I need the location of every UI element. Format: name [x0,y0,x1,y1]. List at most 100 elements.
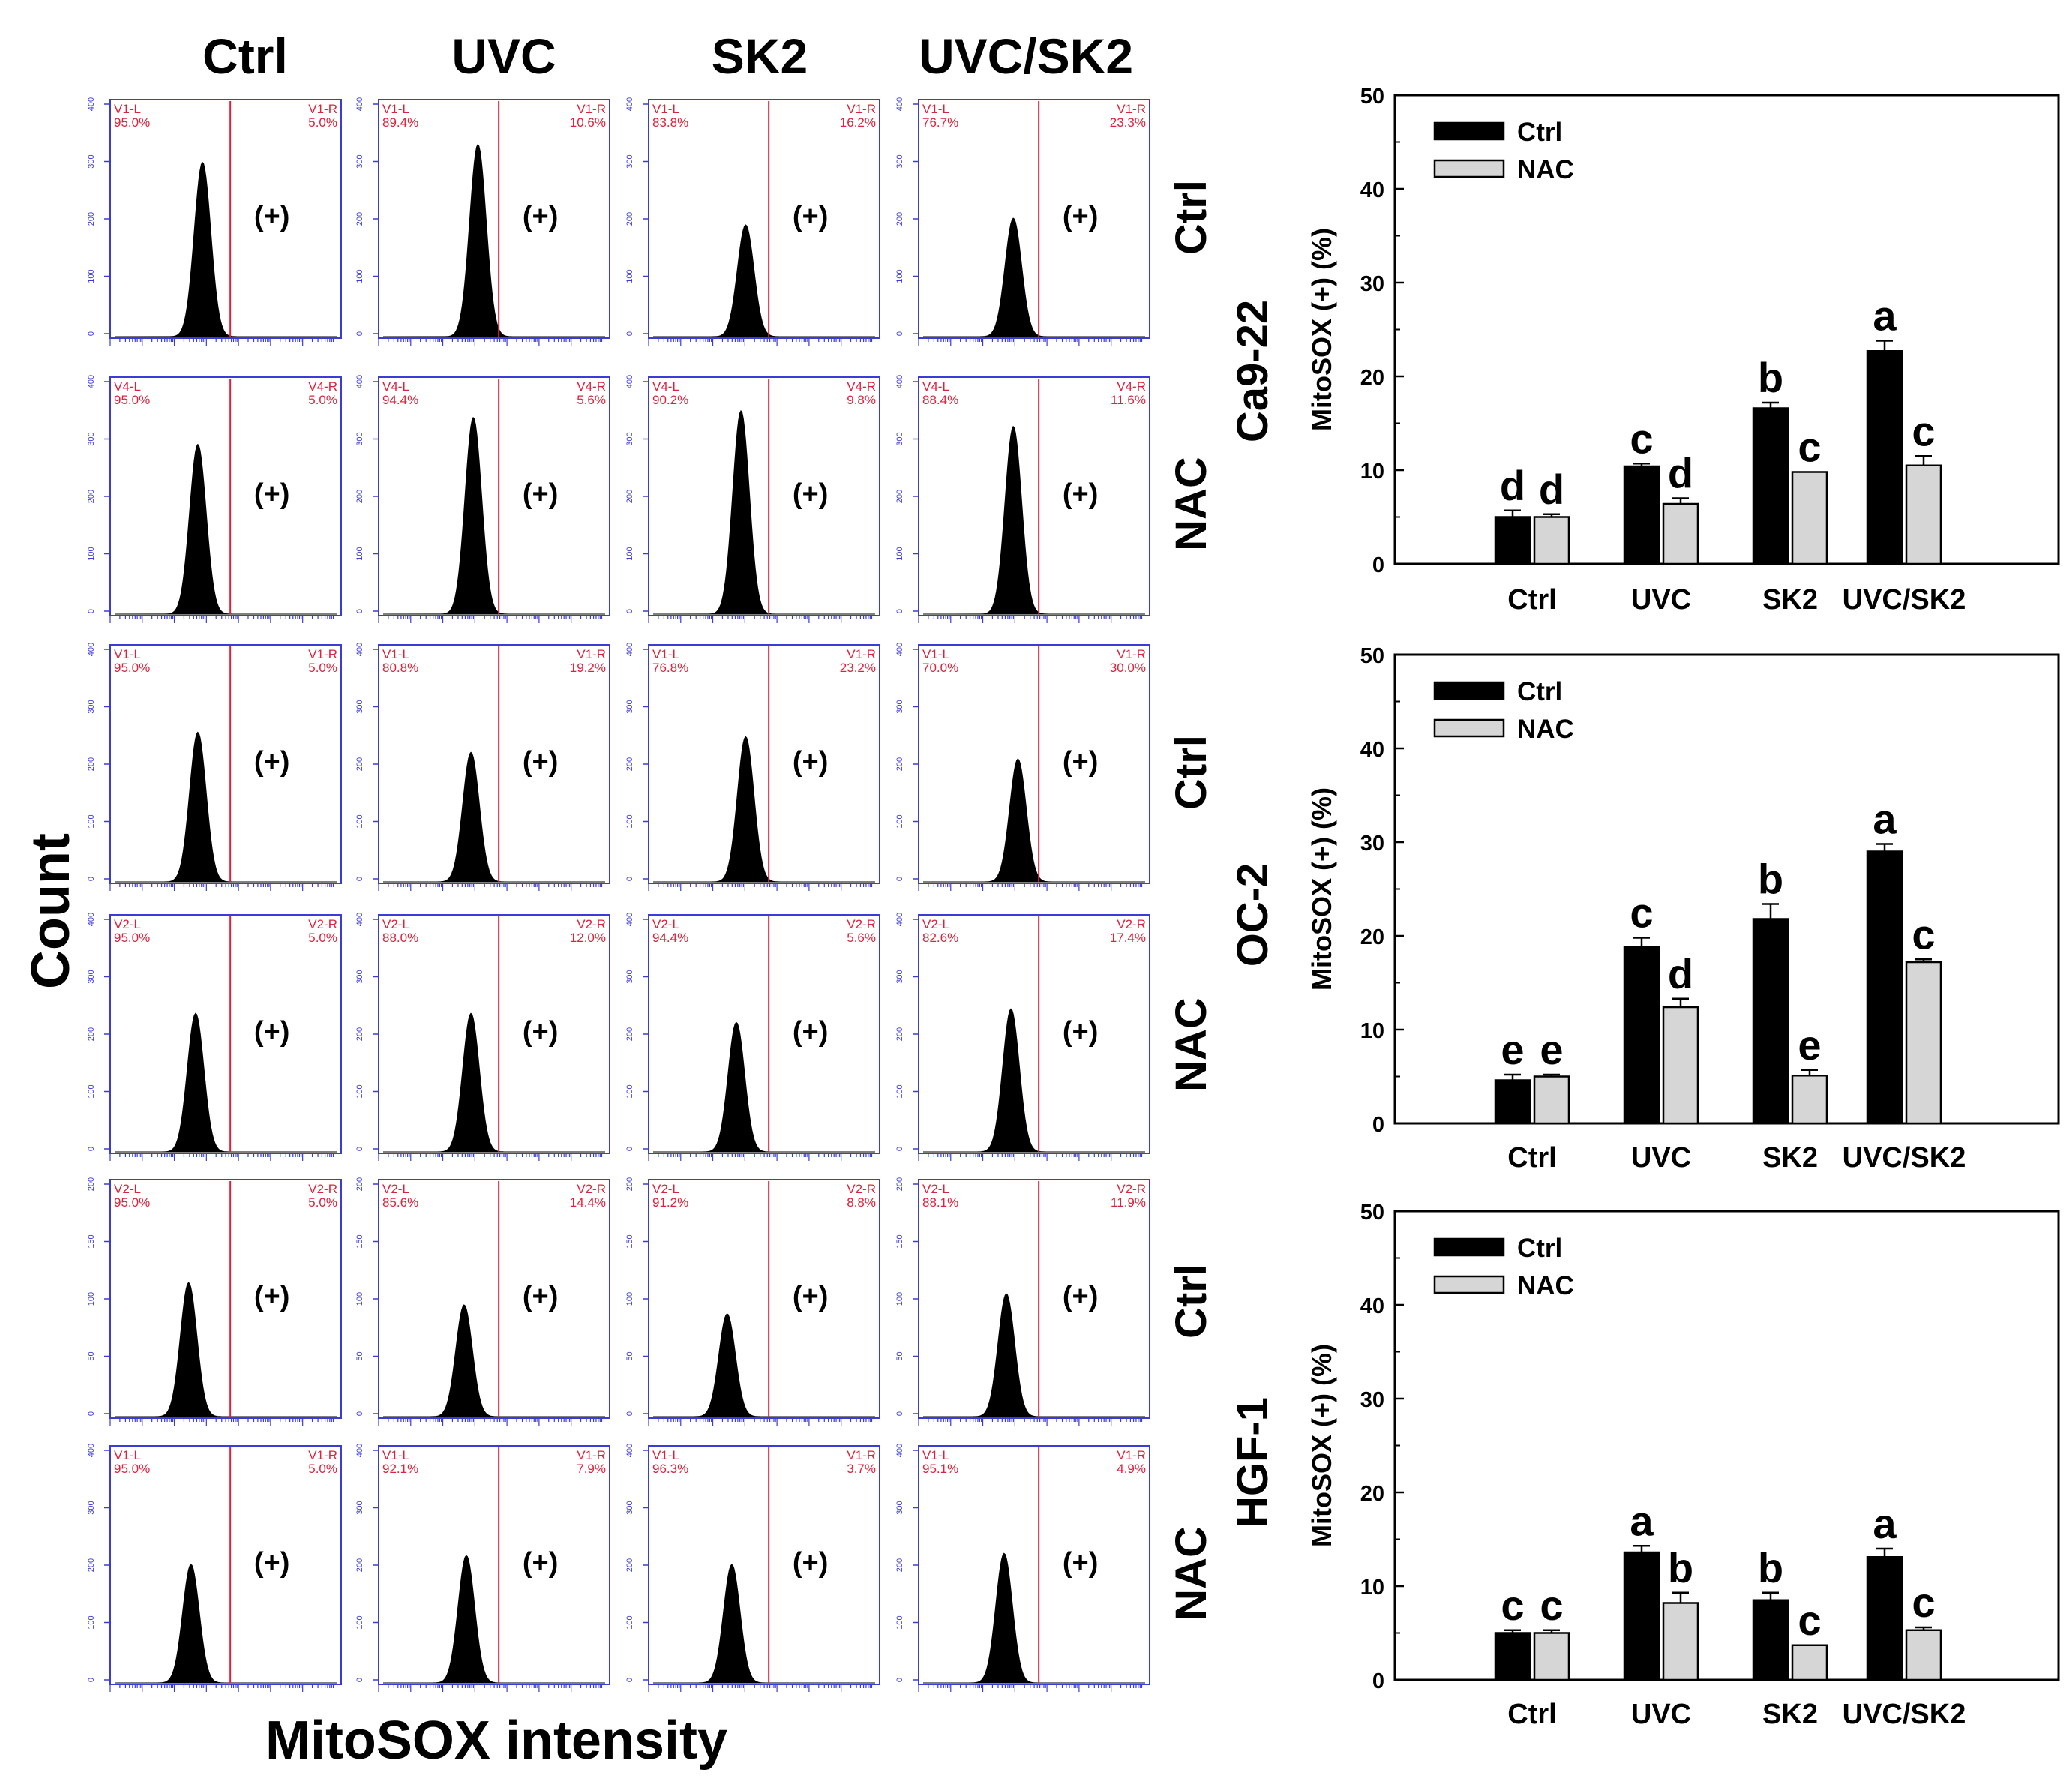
histogram-frame [918,376,1150,616]
positive-gate-marker: (+) [793,1281,829,1312]
gate-right-percent: 5.0% [308,393,337,407]
histogram-y-tick-label: 400 [355,1444,364,1457]
gate-left-percent: 76.7% [922,115,958,130]
histogram-y-tick-label: 400 [895,643,904,656]
histogram-y-tick-label: 0 [895,1678,904,1682]
histogram-panel: 400 300 200 100 0 V4-L94.4% V4-R5.6% (+) [355,375,610,623]
histogram-y-tick-label: 0 [625,877,634,881]
histogram-y-tick-label: 200 [355,212,364,226]
significance-letter: c [1540,1582,1563,1629]
gate-right-percent: 9.8% [847,393,876,407]
histogram-y-tick-label: 150 [895,1234,904,1248]
category-label: Ctrl [1507,1699,1556,1730]
category-label: UVC/SK2 [1843,1142,1966,1174]
gate-left-label: V4-L [114,379,141,394]
gate-left-label: V4-L [922,379,949,394]
bar-ctrl [1752,1599,1789,1681]
gate-right-percent: 5.0% [308,1462,337,1476]
histogram-panel: 400 300 200 100 0 V2-L95.0% V2-R5.0% (+) [87,913,342,1161]
histogram-y-tick-label: 100 [87,814,96,828]
gate-left-label: V2-L [114,917,141,931]
gate-right-percent: 14.4% [570,1195,606,1210]
positive-gate-marker: (+) [254,1281,290,1312]
histogram-panel: 200 150 100 50 0 V2-L91.2% V2-R8.8% (+) [625,1177,880,1426]
histogram-distribution [653,224,875,337]
histogram-y-tick-label: 300 [625,970,634,983]
significance-letter: b [1758,1544,1783,1591]
histogram-y-tick-label: 100 [625,1615,634,1629]
bar-nac [1905,1629,1942,1681]
histogram-distribution [653,736,875,883]
bar-nac [1791,1644,1828,1681]
positive-gate-marker: (+) [523,478,559,510]
histogram-distribution [923,1293,1145,1417]
histogram-y-tick-label: 100 [625,814,634,828]
gate-left-percent: 94.4% [382,393,418,407]
legend-label-nac: NAC [1517,715,1574,744]
cell-line-label-oc-2: OC-2 [1228,863,1277,967]
gate-left-label: V2-L [382,917,409,931]
histogram-frame [378,1445,610,1685]
histogram-distribution [382,143,605,337]
positive-gate-marker: (+) [793,201,829,232]
histogram-y-tick-label: 0 [87,1411,96,1416]
histogram-y-tick-label: 100 [87,269,96,283]
histogram-grid: 4003002001000V1-L95.0%V1-R5.0%(+)4003002… [87,97,1150,1692]
gate-right-percent: 3.7% [847,1462,876,1476]
histogram-frame [648,644,880,884]
histogram-y-tick-label: 400 [895,1444,904,1457]
histogram-frame [378,644,610,884]
legend-label-nac: NAC [1517,155,1574,184]
histogram-y-tick-label: 0 [355,331,364,336]
y-tick-label: 0 [1372,553,1384,577]
bar-ctrl [1494,516,1531,565]
histogram-frame [109,99,342,339]
y-tick-label: 10 [1360,1576,1384,1600]
category-label: UVC/SK2 [1843,1699,1966,1730]
histogram-y-tick-label: 200 [625,1177,634,1191]
positive-gate-marker: (+) [523,201,559,232]
histogram-panel: 200 150 100 50 0 V2-L88.1% V2-R11.9% (+) [895,1177,1150,1426]
histogram-y-tick-label: 100 [87,1292,96,1306]
row-labels: Ctrl NAC Ctrl NAC Ctrl NAC Ca9-22 OC-2 H… [1167,180,1277,1621]
positive-gate-marker: (+) [254,746,290,778]
gate-right-label: V2-R [308,917,337,931]
histogram-y-tick-label: 300 [625,700,634,713]
histogram-y-tick-label: 0 [355,877,364,881]
gate-right-label: V4-R [308,379,337,394]
significance-letter: c [1630,415,1653,462]
histogram-y-tick-label: 300 [625,432,634,445]
histogram-frame [109,914,342,1154]
histogram-y-tick-label: 150 [355,1234,364,1248]
histogram-y-tick-label: 200 [355,1177,364,1191]
histogram-frame [918,644,1150,884]
histogram-distribution [383,1304,605,1417]
gate-right-label: V1-R [847,1448,876,1462]
histogram-frame [648,99,880,339]
y-tick-label: 50 [1360,644,1384,668]
histogram-distribution [923,217,1145,337]
significance-letter: b [1758,856,1783,903]
gate-right-label: V2-R [577,1182,606,1196]
y-axis-label: MitoSOX (+) (%) [1306,1344,1337,1547]
histogram-panel: 400 300 200 100 0 V2-L82.6% V2-R17.4% (+) [895,913,1150,1161]
gate-right-label: V1-R [308,102,337,116]
gate-right-percent: 11.9% [1111,1195,1146,1210]
bar-chart-oc-2: 0 10 20 30 40 50 MitoSOX (+) (%) Ctrl UVC SK2 UVC/… [1306,644,2060,1174]
histogram-y-tick-label: 300 [355,700,364,713]
significance-letter: a [1630,1497,1654,1544]
gate-left-percent: 95.0% [114,115,150,130]
gate-left-percent: 88.1% [922,1195,958,1210]
histogram-y-tick-label: 300 [355,432,364,445]
significance-letter: e [1501,1026,1524,1073]
bar-ctrl [1623,946,1660,1125]
histogram-y-tick-label: 200 [355,490,364,503]
histogram-y-tick-label: 0 [625,1678,634,1682]
y-tick-label: 50 [1360,1201,1384,1225]
significance-letter: c [1798,424,1821,471]
histogram-frame [918,914,1150,1154]
histogram-frame [378,376,610,616]
histogram-y-tick-label: 100 [87,1615,96,1629]
histogram-y-tick-label: 300 [895,154,904,168]
significance-letter: d [1500,462,1525,509]
